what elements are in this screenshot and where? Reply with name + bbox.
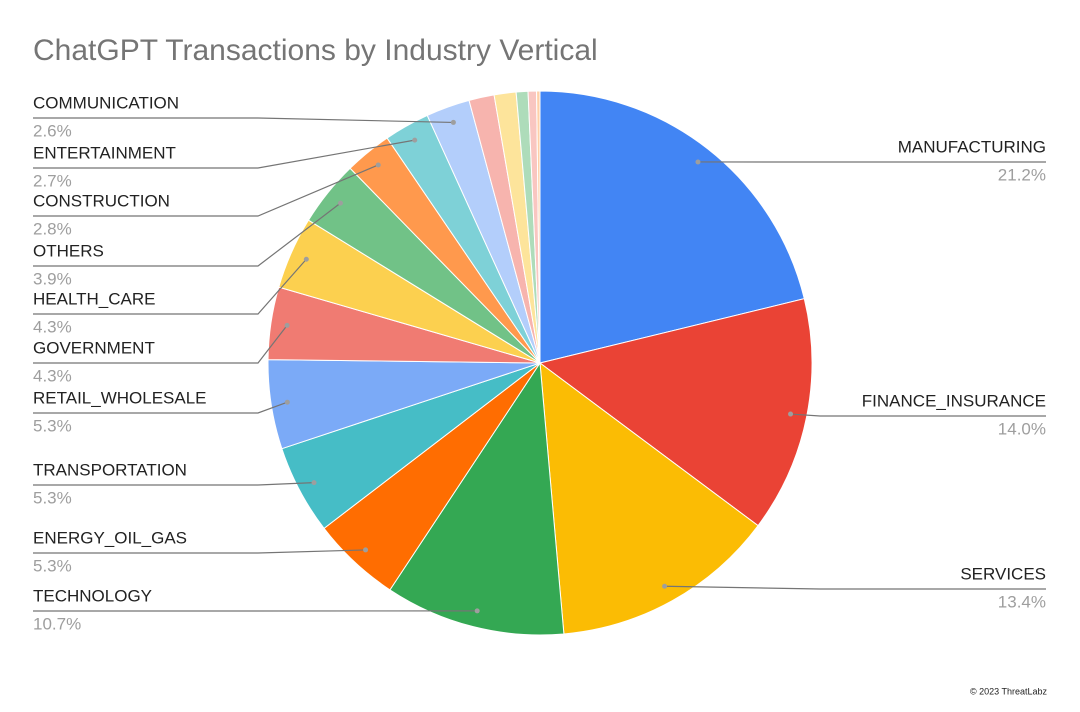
leader-line	[33, 139, 415, 169]
credit: © 2023 ThreatLabz	[970, 686, 1048, 696]
slice-label: ENTERTAINMENT	[33, 143, 176, 162]
leader-line	[33, 549, 366, 554]
leader-line	[790, 413, 1046, 417]
leader-dot	[337, 200, 343, 206]
slice-label: HEALTH_CARE	[33, 289, 156, 308]
pie-slice	[538, 298, 813, 527]
slice-value-label: 21.2%	[998, 165, 1046, 184]
leader-dot	[662, 583, 668, 589]
leader-line	[33, 482, 315, 486]
slice-value-label: 2.8%	[33, 219, 72, 238]
pie-slice	[539, 90, 805, 364]
slice-label: GOVERNMENT	[33, 338, 155, 357]
slice-value-label: 5.3%	[33, 416, 72, 435]
leader-dot	[474, 608, 480, 614]
slice-value-label: 4.3%	[33, 366, 72, 385]
slice-value-label: 4.3%	[33, 317, 72, 336]
leader-dot	[311, 480, 317, 486]
leader-dot	[284, 322, 290, 328]
slice-value-label: 13.4%	[998, 592, 1046, 611]
leader-line	[33, 401, 288, 414]
slice-value-label: 2.7%	[33, 171, 72, 190]
chart-title: ChatGPT Transactions by Industry Vertica…	[33, 34, 598, 67]
leader-dot	[284, 399, 290, 405]
slice-value-label: 2.6%	[33, 121, 72, 140]
slice-label: CONSTRUCTION	[33, 191, 170, 210]
slice-label: TRANSPORTATION	[33, 460, 187, 479]
slice-value-label: 3.9%	[33, 269, 72, 288]
leader-line	[33, 117, 454, 124]
leader-dot	[303, 256, 309, 262]
leader-dot	[695, 159, 701, 165]
leader-dot	[375, 162, 381, 168]
pie-slice	[389, 361, 565, 636]
slice-label: FINANCE_INSURANCE	[862, 391, 1046, 410]
leader-line	[33, 325, 288, 364]
leader-line	[33, 164, 379, 217]
slice-label: RETAIL_WHOLESALE	[33, 388, 207, 407]
pie-slice	[539, 361, 759, 635]
slice-label: OTHERS	[33, 241, 104, 260]
slice-label: MANUFACTURING	[898, 137, 1046, 156]
slice-label: ENERGY_OIL_GAS	[33, 528, 187, 547]
slice-label: SERVICES	[960, 564, 1046, 583]
leader-dot	[363, 547, 369, 553]
slice-label: TECHNOLOGY	[33, 586, 152, 605]
leader-dot	[450, 119, 456, 125]
leader-dot	[788, 411, 794, 417]
slice-value-label: 5.3%	[33, 488, 72, 507]
slice-value-label: 14.0%	[998, 419, 1046, 438]
slice-value-label: 5.3%	[33, 556, 72, 575]
pie-slice	[536, 90, 541, 364]
leader-dot	[412, 137, 418, 143]
leader-line	[33, 202, 341, 267]
leader-line	[664, 585, 1046, 590]
slice-label: COMMUNICATION	[33, 93, 179, 112]
slice-value-label: 10.7%	[33, 614, 81, 633]
leader-line	[33, 258, 307, 315]
